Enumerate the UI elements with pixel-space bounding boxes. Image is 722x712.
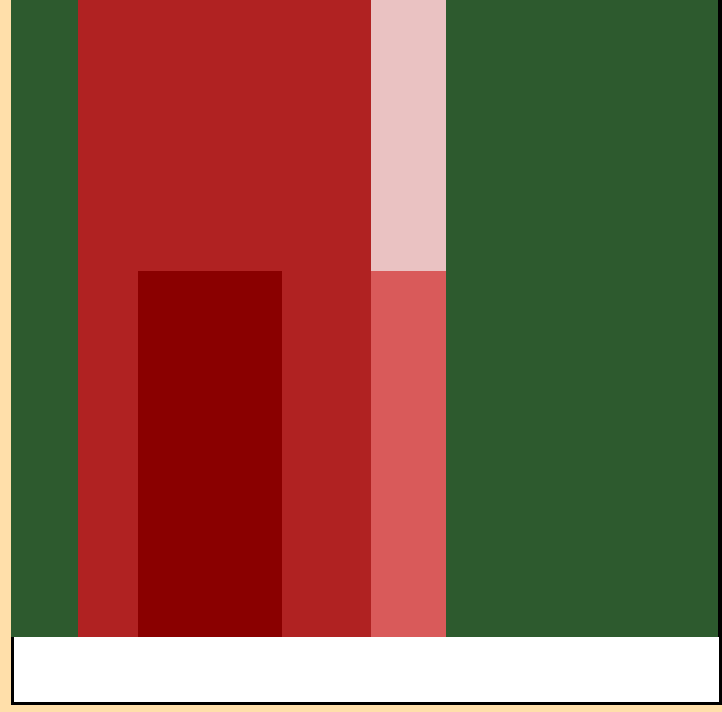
- red-middle-block: [282, 271, 371, 637]
- dark-red-block: [138, 271, 282, 637]
- green-left-column: [11, 0, 78, 637]
- salmon-block: [371, 271, 446, 637]
- green-right-panel: [446, 0, 722, 637]
- right-edge-border: [718, 0, 722, 705]
- light-pink-block: [371, 0, 446, 271]
- footer-panel: [11, 637, 722, 705]
- red-left-strip: [78, 271, 138, 637]
- red-top-block: [78, 0, 371, 271]
